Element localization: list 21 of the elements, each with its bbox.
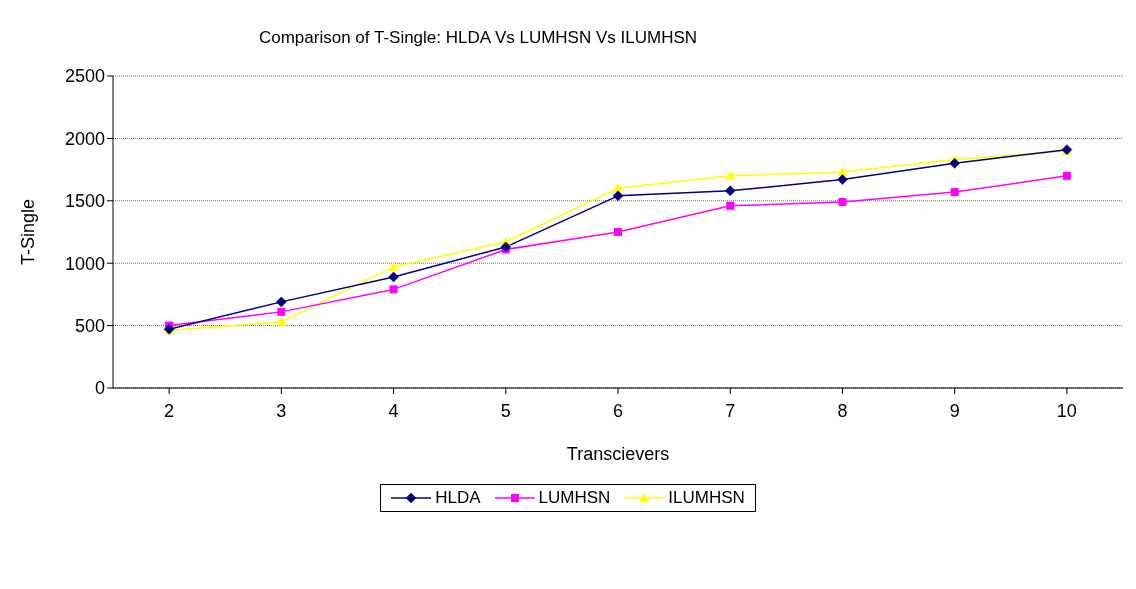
chart-title: Comparison of T-Single: HLDA Vs LUMHSN Vs ILUMHSN xyxy=(257,28,699,48)
x-axis-title: Transcievers xyxy=(566,444,670,464)
x-tick-label: 5 xyxy=(500,400,511,421)
legend-label: ILUMHSN xyxy=(668,488,745,508)
y-tick-label: 1500 xyxy=(64,191,105,212)
legend-label: LUMHSN xyxy=(538,488,611,508)
y-tick-label: 1000 xyxy=(64,253,105,274)
x-tick-label: 9 xyxy=(949,400,960,421)
y-tick-label: 500 xyxy=(74,315,105,336)
x-tick-label: 8 xyxy=(837,400,848,421)
y-tick-label: 2000 xyxy=(64,128,105,149)
y-tick-label: 2500 xyxy=(64,66,105,87)
x-tick-label: 2 xyxy=(164,400,175,421)
x-tick-label: 3 xyxy=(276,400,287,421)
legend-label: HLDA xyxy=(435,488,481,508)
x-tick-label: 4 xyxy=(388,400,399,421)
x-tick-label: 7 xyxy=(725,400,736,421)
x-tick-label: 6 xyxy=(612,400,624,421)
y-tick-label: 0 xyxy=(94,378,105,399)
y-axis-title: T-Single xyxy=(18,198,39,266)
x-tick-label: 10 xyxy=(1056,400,1077,421)
